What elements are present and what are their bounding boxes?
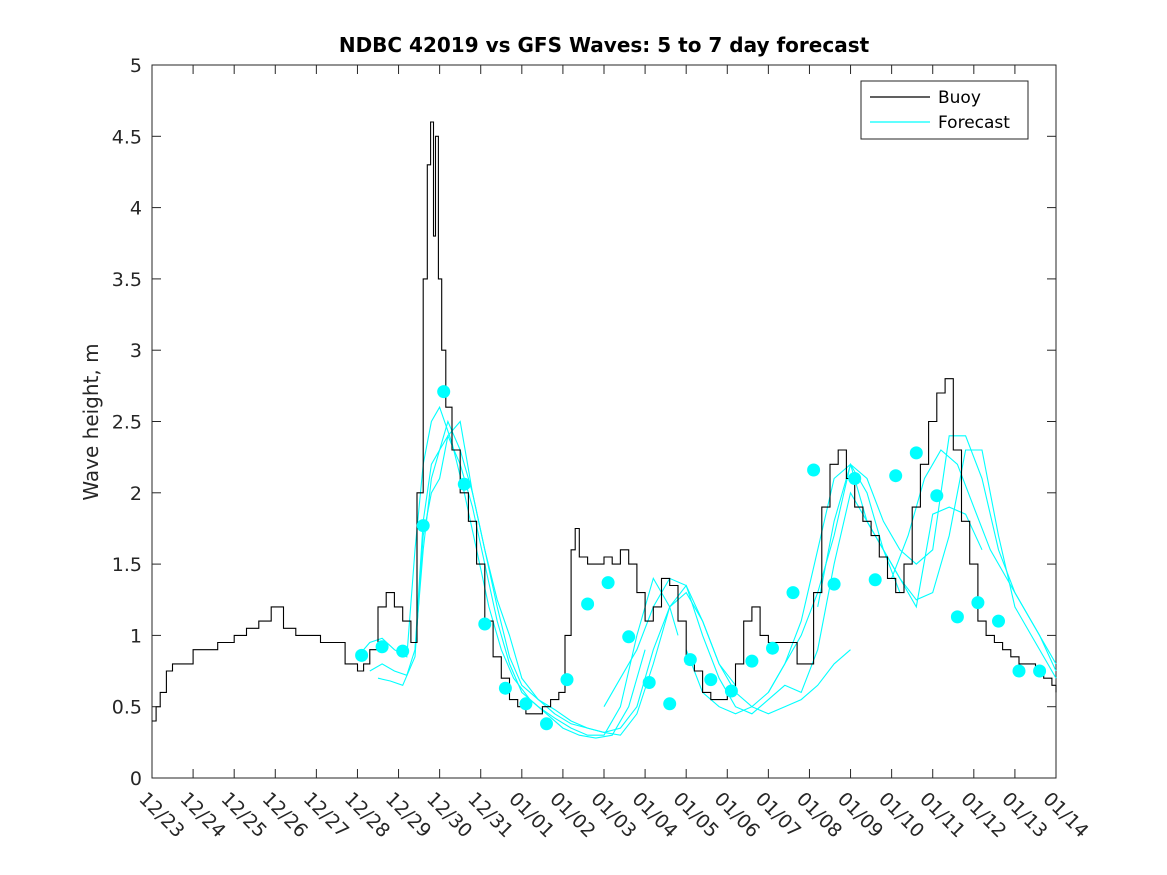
y-tick-label: 0: [130, 768, 142, 790]
legend-box: [860, 80, 1029, 140]
x-tick-label: 01/01: [504, 788, 558, 842]
forecast-marker: [971, 596, 985, 610]
forecast-marker: [355, 648, 369, 662]
x-tick-label: 01/14: [1038, 788, 1092, 842]
forecast-marker: [848, 472, 862, 485]
forecast-line: [767, 449, 1057, 693]
forecast-marker: [683, 653, 697, 667]
forecast-marker: [930, 489, 944, 503]
forecast-marker: [601, 576, 615, 590]
x-tick-label: 01/11: [915, 788, 969, 842]
forecast-marker: [1033, 664, 1047, 678]
y-axis: 0 0.5 1 1.5 2 2.5 3 3.5 4 4.5 5: [112, 55, 1056, 790]
legend-buoy-label: Buoy: [938, 88, 981, 108]
forecast-marker: [375, 640, 389, 654]
buoy-line: [152, 121, 1057, 722]
forecast-marker: [540, 717, 553, 731]
forecast-marker: [909, 446, 923, 460]
forecast-line: [685, 462, 983, 715]
forecast-marker: [992, 614, 1005, 628]
forecast-marker: [498, 681, 512, 695]
forecast-marker: [807, 463, 821, 477]
y-tick-label: 3.5: [112, 269, 142, 291]
x-tick-label: 12/23: [134, 788, 188, 842]
forecast-marker: [889, 469, 903, 483]
forecast-markers-group: [355, 385, 1047, 731]
x-tick-label: 01/09: [833, 788, 887, 842]
legend: Buoy Forecast: [860, 80, 1029, 140]
x-tick-label: 01/05: [669, 788, 723, 842]
x-tick-label: 01/10: [874, 788, 928, 842]
x-tick-label: 12/30: [422, 788, 476, 842]
x-tick-label: 01/06: [710, 788, 764, 842]
plot-area: [151, 64, 1057, 779]
y-tick-label: 2.5: [112, 412, 142, 434]
y-tick-label: 2: [130, 483, 142, 505]
y-tick-label: 4.5: [112, 126, 142, 148]
forecast-marker: [457, 477, 471, 491]
y-tick-label: 1: [130, 625, 142, 647]
legend-forecast-label: Forecast: [938, 113, 1010, 133]
y-tick-label: 1.5: [112, 554, 142, 576]
forecast-marker: [827, 577, 841, 591]
forecast-marker: [519, 697, 533, 711]
x-tick-label: 12/27: [299, 788, 353, 842]
x-tick-label: 12/31: [463, 788, 517, 842]
forecast-marker: [560, 673, 574, 687]
forecast-marker: [478, 617, 492, 631]
x-tick-label: 12/24: [176, 788, 230, 842]
forecast-line: [891, 449, 1057, 672]
forecast-marker: [766, 641, 779, 655]
x-tick-label: 12/29: [381, 788, 435, 842]
x-tick-label: 12/28: [340, 788, 394, 842]
y-tick-label: 0.5: [112, 697, 142, 719]
forecast-marker: [1012, 664, 1026, 678]
x-tick-label: 01/04: [628, 788, 682, 842]
y-tick-label: 5: [130, 55, 142, 77]
x-tick-label: 01/12: [956, 788, 1010, 842]
forecast-marker: [642, 676, 656, 689]
x-tick-label: 01/13: [997, 788, 1051, 842]
x-tick-label: 01/08: [792, 788, 846, 842]
forecast-marker: [437, 385, 451, 399]
forecast-marker: [724, 684, 738, 698]
x-tick-label: 01/07: [751, 788, 805, 842]
x-tick-label: 12/26: [258, 788, 312, 842]
forecast-marker: [704, 673, 718, 687]
x-tick-label: 01/02: [545, 788, 599, 842]
chart-title: NDBC 42019 vs GFS Waves: 5 to 7 day fore…: [339, 33, 870, 57]
forecast-marker: [786, 586, 800, 600]
forecast-marker: [663, 697, 677, 711]
forecast-marker: [396, 644, 410, 658]
y-tick-label: 3: [130, 340, 142, 362]
y-axis-label: Wave height, m: [79, 343, 103, 500]
y-tick-label: 4: [130, 198, 142, 220]
x-tick-label: 01/03: [586, 788, 640, 842]
forecast-marker: [622, 630, 636, 644]
forecast-marker: [581, 597, 595, 611]
forecast-marker: [868, 573, 882, 587]
forecast-marker: [950, 610, 964, 624]
x-tick-label: 12/25: [217, 788, 271, 842]
buoy-series-group: [152, 121, 1057, 722]
forecast-marker: [745, 654, 759, 668]
forecast-marker: [416, 519, 430, 533]
